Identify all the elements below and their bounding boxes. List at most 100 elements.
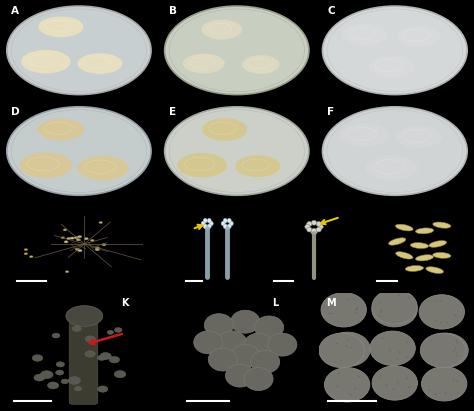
Ellipse shape — [339, 354, 341, 356]
Ellipse shape — [349, 393, 350, 394]
Ellipse shape — [255, 316, 283, 339]
Ellipse shape — [433, 222, 451, 228]
Ellipse shape — [336, 343, 337, 344]
Ellipse shape — [177, 153, 227, 178]
Ellipse shape — [423, 333, 468, 367]
Ellipse shape — [379, 316, 381, 317]
Ellipse shape — [453, 379, 455, 380]
Ellipse shape — [447, 356, 448, 358]
Ellipse shape — [397, 381, 399, 383]
Ellipse shape — [456, 393, 458, 394]
Ellipse shape — [64, 241, 68, 243]
Ellipse shape — [34, 374, 45, 381]
Text: A: A — [11, 6, 19, 16]
Ellipse shape — [405, 266, 423, 271]
Ellipse shape — [339, 358, 340, 359]
Ellipse shape — [370, 331, 415, 365]
Ellipse shape — [333, 344, 335, 345]
Ellipse shape — [339, 360, 341, 361]
Ellipse shape — [75, 248, 80, 251]
Ellipse shape — [368, 55, 415, 78]
Ellipse shape — [204, 314, 233, 337]
Ellipse shape — [435, 300, 437, 302]
Ellipse shape — [426, 267, 444, 273]
Ellipse shape — [32, 355, 43, 361]
Ellipse shape — [307, 227, 312, 232]
Ellipse shape — [333, 356, 335, 358]
Ellipse shape — [55, 370, 64, 375]
Ellipse shape — [98, 386, 108, 392]
Ellipse shape — [207, 224, 211, 229]
Ellipse shape — [84, 238, 88, 240]
Ellipse shape — [410, 242, 428, 249]
Ellipse shape — [63, 229, 67, 231]
Ellipse shape — [61, 379, 69, 384]
Ellipse shape — [19, 152, 72, 178]
Ellipse shape — [389, 238, 406, 245]
Ellipse shape — [68, 377, 81, 384]
Ellipse shape — [95, 249, 100, 251]
Ellipse shape — [386, 384, 388, 386]
Ellipse shape — [396, 126, 442, 148]
Ellipse shape — [346, 346, 347, 347]
Ellipse shape — [56, 362, 64, 367]
Ellipse shape — [446, 357, 448, 358]
Ellipse shape — [311, 229, 317, 233]
Ellipse shape — [456, 381, 458, 382]
Ellipse shape — [392, 388, 394, 390]
Text: B: B — [169, 6, 177, 16]
Ellipse shape — [316, 222, 321, 226]
Ellipse shape — [322, 6, 467, 95]
Ellipse shape — [194, 331, 223, 354]
Ellipse shape — [85, 336, 95, 342]
Ellipse shape — [205, 226, 210, 230]
Ellipse shape — [408, 386, 410, 388]
Ellipse shape — [61, 237, 64, 239]
Ellipse shape — [223, 218, 227, 223]
Ellipse shape — [397, 26, 441, 46]
Ellipse shape — [78, 236, 82, 238]
Ellipse shape — [226, 364, 255, 387]
Ellipse shape — [268, 333, 297, 356]
Ellipse shape — [95, 247, 100, 249]
Ellipse shape — [455, 347, 456, 349]
Ellipse shape — [387, 311, 389, 312]
Ellipse shape — [409, 309, 410, 310]
Ellipse shape — [456, 352, 457, 353]
Text: G: G — [12, 208, 20, 218]
Ellipse shape — [316, 227, 321, 232]
Ellipse shape — [336, 386, 338, 387]
Ellipse shape — [325, 332, 370, 367]
Ellipse shape — [52, 333, 60, 338]
FancyBboxPatch shape — [69, 314, 98, 404]
Ellipse shape — [91, 239, 94, 241]
Ellipse shape — [207, 218, 211, 223]
Ellipse shape — [223, 224, 227, 229]
Ellipse shape — [7, 6, 151, 95]
Text: J: J — [374, 208, 377, 218]
Ellipse shape — [164, 6, 309, 95]
Ellipse shape — [78, 249, 82, 252]
Ellipse shape — [107, 330, 114, 334]
Ellipse shape — [434, 344, 436, 346]
Ellipse shape — [397, 317, 399, 318]
Ellipse shape — [354, 388, 356, 390]
Ellipse shape — [251, 350, 280, 373]
Ellipse shape — [429, 240, 447, 247]
Ellipse shape — [209, 221, 213, 226]
Ellipse shape — [208, 348, 237, 371]
Ellipse shape — [416, 255, 434, 261]
Ellipse shape — [65, 271, 69, 273]
Ellipse shape — [321, 293, 366, 327]
Ellipse shape — [225, 226, 229, 230]
Ellipse shape — [356, 307, 358, 309]
Ellipse shape — [358, 376, 360, 377]
Ellipse shape — [311, 229, 317, 234]
Ellipse shape — [347, 339, 349, 340]
Ellipse shape — [164, 107, 309, 195]
Ellipse shape — [350, 346, 352, 348]
Ellipse shape — [114, 328, 122, 332]
Ellipse shape — [435, 394, 437, 395]
Ellipse shape — [227, 224, 231, 229]
Ellipse shape — [372, 366, 418, 400]
